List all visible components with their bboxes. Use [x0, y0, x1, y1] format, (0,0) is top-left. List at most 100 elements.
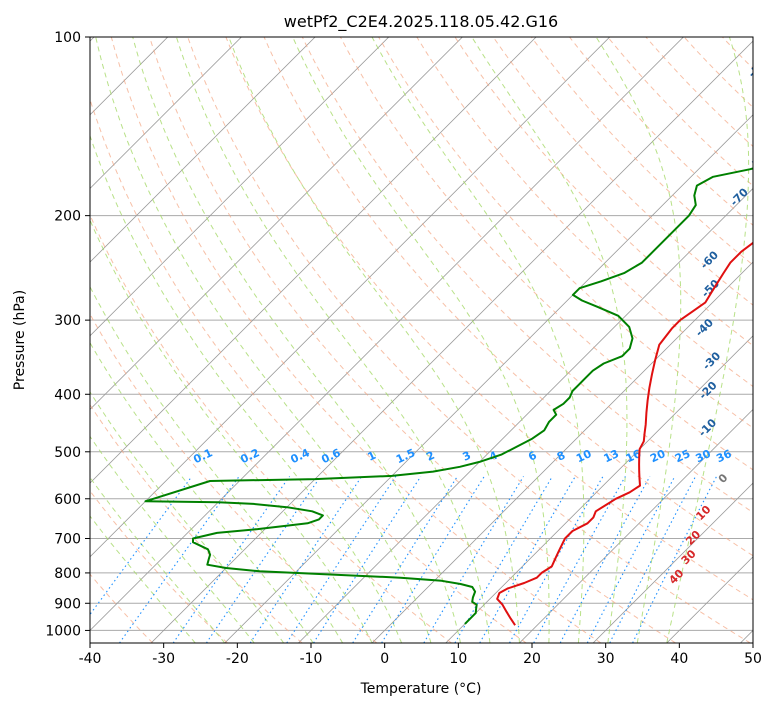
- mixing-ratio-line: [313, 476, 422, 643]
- axes: -40 -30 -20 -10 0 10 20 30 40 5010020030040050060…: [45, 30, 762, 667]
- mixing-ratio-label: 0.6: [319, 446, 342, 466]
- x-tick-label: 30: [597, 651, 615, 667]
- y-tick-label: 400: [54, 387, 81, 403]
- x-tick-label: 10: [449, 651, 467, 667]
- mixing-ratio-label: 0.4: [289, 446, 312, 466]
- x-tick-label: 0: [380, 651, 389, 667]
- moist-adiabat: [132, 37, 461, 643]
- dry-adiabat: [569, 37, 753, 226]
- isotherm: [90, 37, 169, 116]
- background-lines: [0, 37, 775, 643]
- dry-adiabat-label: -90: [752, 102, 775, 125]
- dry-adiabat: [90, 490, 228, 643]
- mixing-ratio-label: 10: [574, 447, 594, 465]
- dry-adiabat: [225, 37, 753, 601]
- mixing-ratio-line: [172, 476, 291, 643]
- mixing-ratio-line: [479, 476, 576, 643]
- dry-adiabat: [492, 37, 753, 306]
- y-tick-label: 500: [54, 445, 81, 461]
- mixing-ratio-line: [586, 476, 676, 643]
- mixing-ratio-line: [90, 476, 193, 616]
- chart-title: wetPf2_C2E4.2025.118.05.42.G16: [284, 12, 558, 32]
- x-tick-label: -10: [300, 651, 323, 667]
- moist-adiabat-label: 20: [683, 528, 703, 548]
- mixing-ratio-line: [609, 476, 697, 643]
- dry-adiabat: [110, 37, 602, 643]
- mixing-ratio-label: 1.5: [394, 446, 417, 466]
- isotherm: [666, 556, 753, 643]
- dry-adiabat: [683, 37, 753, 109]
- isotherm: [90, 37, 316, 263]
- dry-adiabat: [149, 37, 676, 643]
- dry-adiabat-label: -10: [696, 416, 719, 439]
- moist-adiabat: [595, 37, 682, 643]
- isotherm: [90, 37, 242, 189]
- moist-adiabat: [90, 285, 344, 643]
- moist-adiabat: [90, 476, 226, 643]
- mixing-ratio-label: 36: [714, 447, 734, 465]
- dry-adiabat: [263, 37, 753, 557]
- moist-adiabat: [175, 37, 491, 643]
- x-tick-label: 40: [670, 651, 688, 667]
- isotherm: [90, 37, 390, 337]
- dry-adiabat-label: -60: [698, 248, 721, 271]
- moist-adiabat: [228, 37, 520, 643]
- dry-adiabat: [301, 37, 753, 514]
- dry-adiabat: [187, 37, 751, 643]
- x-tick-label: 20: [523, 651, 541, 667]
- moist-adiabat: [90, 134, 403, 643]
- y-tick-label: 900: [54, 596, 81, 612]
- mixing-ratio-line: [205, 476, 322, 643]
- mixing-ratio-line: [423, 476, 524, 643]
- isotherm: [592, 482, 753, 643]
- mixing-ratio-label: 20: [648, 447, 668, 465]
- mixing-ratio-label: 1: [366, 449, 378, 464]
- x-tick-label: -30: [152, 651, 175, 667]
- moist-adiabat: [90, 435, 255, 643]
- moist-adiabat: [90, 391, 285, 643]
- dewpoint-trace: [144, 167, 753, 625]
- mixing-ratio-label: 3: [461, 449, 473, 464]
- moist-adiabat: [90, 515, 196, 643]
- moist-adiabat: [90, 341, 314, 643]
- moist-adiabat: [471, 37, 628, 643]
- mixing-ratio-label: 6: [526, 449, 539, 464]
- mixing-ratio-label: 8: [555, 449, 567, 464]
- dry-adiabat: [645, 37, 753, 148]
- moist-adiabat-label: 10: [693, 503, 713, 523]
- isotherm: [297, 187, 753, 643]
- isotherm: [518, 408, 753, 643]
- moist-adiabat: [371, 37, 585, 643]
- moist-adiabat: [95, 37, 432, 643]
- mixing-ratio-line: [119, 476, 240, 643]
- plot-frame: [89, 36, 754, 644]
- isotherm: [445, 335, 753, 643]
- isotherm: [90, 37, 463, 410]
- dry-adiabat: [760, 37, 775, 643]
- y-tick-label: 300: [54, 313, 81, 329]
- dry-adiabat-label: -20: [696, 379, 719, 402]
- mixing-ratio-line: [352, 476, 458, 643]
- isotherm: [90, 37, 611, 558]
- x-tick-label: -20: [226, 651, 249, 667]
- y-tick-label: 200: [54, 209, 81, 225]
- mixing-ratio-label: 13: [602, 447, 621, 465]
- y-tick-label: 600: [54, 492, 81, 508]
- dry-adiabat: [0, 37, 3, 643]
- moist-adiabat: [90, 218, 373, 643]
- mixing-ratio-line: [249, 476, 363, 643]
- x-tick-label: 50: [744, 651, 762, 667]
- isotherm: [90, 37, 537, 484]
- dry-adiabat-label: -100: [746, 51, 775, 80]
- dry-adiabat-label: -80: [747, 144, 770, 167]
- moist-adiabat: [292, 37, 550, 643]
- temperature-trace: [496, 241, 753, 626]
- moist-adiabat-label: 0: [716, 471, 731, 486]
- dry-adiabat: [90, 313, 378, 643]
- dry-adiabat: [454, 37, 753, 347]
- mixing-ratio-line: [632, 476, 718, 643]
- moist-adiabat-label: 40: [666, 567, 686, 587]
- isotherm: [150, 40, 753, 643]
- mixing-ratio-label: 25: [673, 447, 692, 465]
